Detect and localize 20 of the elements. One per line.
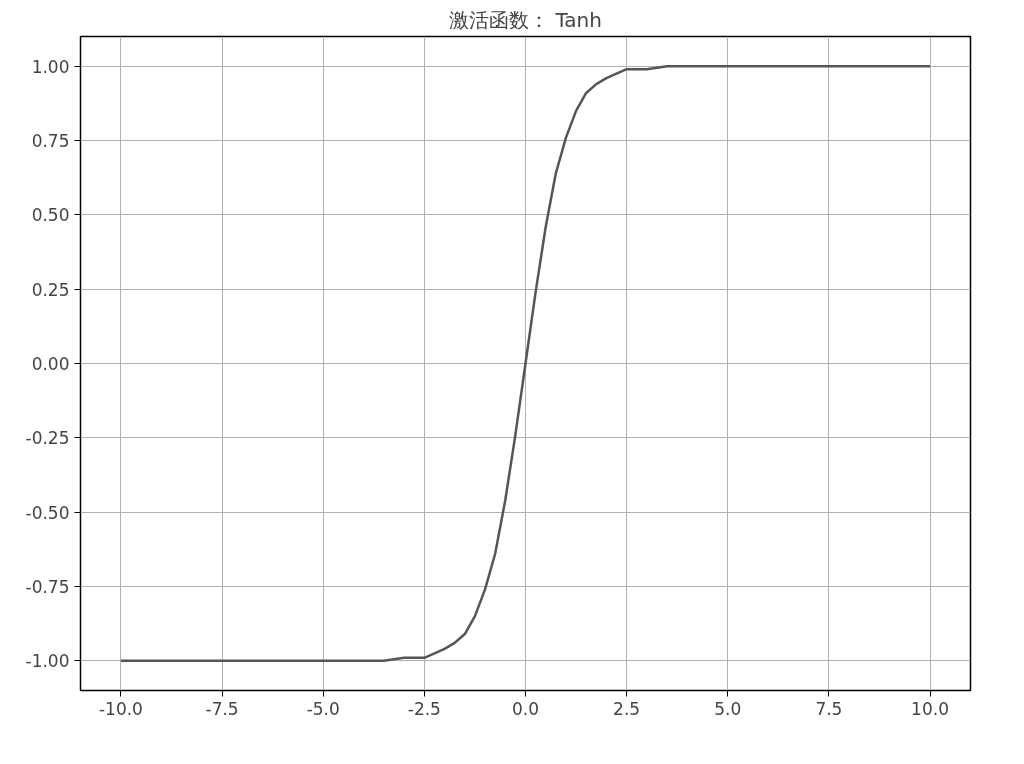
- y-tick-label: 0.00: [31, 354, 70, 374]
- x-tick-label: 10.0: [911, 698, 949, 719]
- y-tick-label: -0.25: [25, 428, 70, 449]
- y-tick-label: 0.25: [31, 279, 70, 300]
- y-tick-label: -1.00: [25, 651, 70, 672]
- x-tick-label: -5.0: [306, 698, 340, 719]
- y-tick-label: -0.50: [25, 502, 70, 523]
- chart-title: 激活函数： Tanh: [449, 7, 602, 32]
- x-tick-label: -10.0: [98, 698, 143, 719]
- x-tick-label: 0.0: [511, 698, 540, 719]
- y-tick-label: 0.75: [31, 131, 70, 152]
- x-tick-label: 2.5: [613, 698, 641, 719]
- x-tick-label: -7.5: [205, 698, 239, 719]
- y-tick-label: 1.00: [31, 56, 70, 77]
- x-tick-label: -2.5: [407, 698, 441, 719]
- x-tick-label: 7.5: [815, 698, 843, 719]
- y-tick-label: 0.50: [31, 205, 70, 226]
- y-tick-label: -0.75: [25, 576, 70, 597]
- line-series: [119, 64, 932, 663]
- x-tick-label: 5.0: [714, 698, 742, 719]
